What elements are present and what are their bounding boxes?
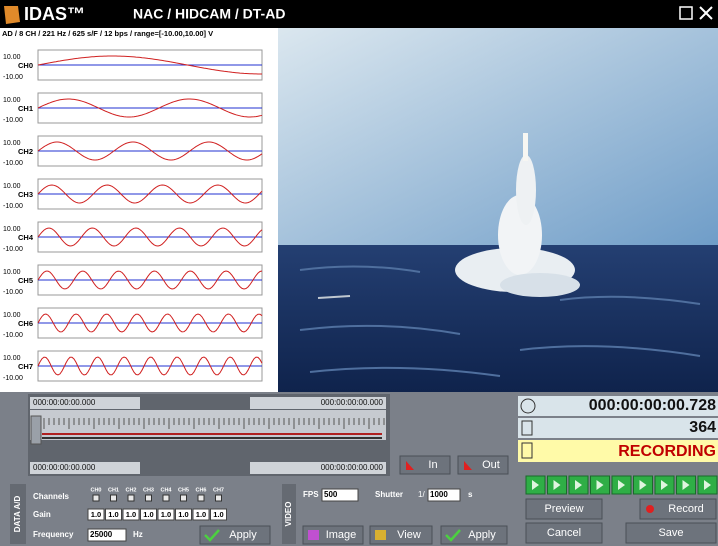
time-field-value: 000:00:00:00.000 — [33, 398, 96, 407]
channel-checkbox[interactable] — [181, 495, 187, 501]
image-button-label: Image — [326, 529, 357, 541]
channel-checkbox[interactable] — [198, 495, 204, 501]
recording-state: RECORDING — [618, 443, 716, 460]
channel-toggle-name: CH0 — [90, 487, 101, 493]
channel-min: -10.00 — [3, 289, 23, 296]
fps-value: 500 — [324, 490, 338, 499]
channel-toggle-name: CH3 — [143, 487, 154, 493]
data-ad-label: DATA A/D — [13, 496, 22, 533]
gain-value: 1.0 — [108, 510, 118, 519]
channel-max: 10.00 — [3, 269, 21, 276]
channel-min: -10.00 — [3, 332, 23, 339]
gain-value: 1.0 — [126, 510, 136, 519]
channel-toggle-name: CH5 — [178, 487, 189, 493]
gain-label: Gain — [33, 510, 51, 519]
cancel-button-label: Cancel — [547, 527, 581, 539]
channel-checkbox[interactable] — [93, 495, 99, 501]
logo: IDAS™ — [24, 4, 85, 24]
channel-max: 10.00 — [3, 312, 21, 319]
channel-max: 10.00 — [3, 97, 21, 104]
channel-min: -10.00 — [3, 203, 23, 210]
gain-value: 1.0 — [213, 510, 223, 519]
channel-name: CH5 — [18, 276, 33, 285]
ad-info: AD / 8 CH / 221 Hz / 625 s/F / 12 bps / … — [2, 29, 213, 38]
channel-max: 10.00 — [3, 54, 21, 61]
view-button-icon — [375, 530, 386, 540]
channel-name: CH3 — [18, 190, 33, 199]
save-button-label: Save — [658, 527, 683, 539]
video-apply-button-label: Apply — [468, 529, 496, 541]
channel-name: CH7 — [18, 362, 33, 371]
shutter-prefix: 1/ — [418, 490, 425, 499]
frame-count: 364 — [689, 419, 716, 436]
frequency-label: Frequency — [33, 530, 74, 539]
channels-label: Channels — [33, 492, 70, 501]
app-window: IDAS™ NAC / HIDCAM / DT-AD AD / 8 CH / 2… — [0, 0, 718, 546]
gain-value: 1.0 — [91, 510, 101, 519]
in-button-label: In — [428, 459, 437, 471]
fps-label: FPS — [303, 490, 319, 499]
channel-toggle-name: CH7 — [213, 487, 224, 493]
timeline-handle[interactable] — [31, 416, 41, 444]
video-sky — [278, 28, 718, 246]
image-button-icon — [308, 530, 319, 540]
shutter-unit: s — [468, 490, 473, 499]
time-field-value: 000:00:00:00.000 — [33, 463, 96, 472]
channel-checkbox[interactable] — [111, 495, 117, 501]
channel-max: 10.00 — [3, 226, 21, 233]
channel-name: CH6 — [18, 319, 33, 328]
time-field-value: 000:00:00:00.000 — [321, 463, 384, 472]
channel-toggle-name: CH1 — [108, 487, 119, 493]
gain-value: 1.0 — [178, 510, 188, 519]
gain-value: 1.0 — [161, 510, 171, 519]
channel-checkbox[interactable] — [216, 495, 222, 501]
frames-row — [518, 418, 718, 438]
timeline-track — [42, 433, 382, 435]
video-label: VIDEO — [284, 502, 293, 527]
channel-checkbox[interactable] — [146, 495, 152, 501]
gain-value: 1.0 — [196, 510, 206, 519]
gain-value: 1.0 — [143, 510, 153, 519]
channel-min: -10.00 — [3, 375, 23, 382]
channel-name: CH1 — [18, 104, 33, 113]
view-button-label: View — [397, 529, 421, 541]
record-button-icon — [646, 505, 654, 513]
logo-icon — [4, 6, 20, 24]
page: IDAS™ NAC / HIDCAM / DT-AD AD / 8 CH / 2… — [0, 0, 718, 546]
channel-toggle-name: CH4 — [160, 487, 172, 493]
channel-min: -10.00 — [3, 246, 23, 253]
out-button-label: Out — [482, 459, 500, 471]
channel-max: 10.00 — [3, 355, 21, 362]
title-bar — [0, 0, 718, 28]
channel-checkbox[interactable] — [128, 495, 134, 501]
channel-name: CH2 — [18, 147, 33, 156]
channel-min: -10.00 — [3, 117, 23, 124]
shutter-value: 1000 — [430, 490, 448, 499]
timeline-track-shadow — [42, 437, 382, 439]
recording-time: 000:00:00:00.728 — [589, 397, 716, 414]
window-title: NAC / HIDCAM / DT-AD — [133, 6, 285, 22]
channel-checkbox[interactable] — [163, 495, 169, 501]
ad-apply-button-label: Apply — [229, 529, 257, 541]
channel-min: -10.00 — [3, 74, 23, 81]
timeline-ruler — [30, 410, 386, 440]
time-field-value: 000:00:00:00.000 — [321, 398, 384, 407]
channel-name: CH4 — [18, 233, 34, 242]
shutter-label: Shutter — [375, 490, 403, 499]
channel-max: 10.00 — [3, 140, 21, 147]
channel-toggle-name: CH6 — [195, 487, 206, 493]
channel-name: CH0 — [18, 61, 33, 70]
channel-max: 10.00 — [3, 183, 21, 190]
channel-toggle-name: CH2 — [125, 487, 136, 493]
channel-min: -10.00 — [3, 160, 23, 167]
preview-button-label: Preview — [544, 503, 583, 515]
frequency-value: 25000 — [90, 530, 113, 539]
frequency-unit: Hz — [133, 530, 143, 539]
record-button-label: Record — [668, 503, 703, 515]
